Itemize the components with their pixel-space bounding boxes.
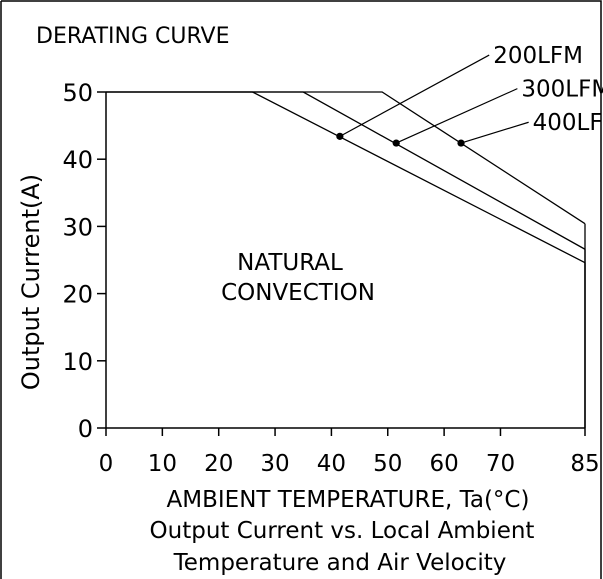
marker-200lfm	[336, 132, 344, 140]
y-tick-label: 10	[62, 348, 93, 376]
y-tick-label: 0	[78, 415, 93, 443]
x-tick-label: 30	[260, 451, 289, 477]
series-label-300lfm: 300LFM	[521, 77, 603, 103]
caption-line-1: Output Current vs. Local Ambient	[150, 518, 535, 544]
caption-line-2: Temperature and Air Velocity	[173, 550, 507, 576]
x-ticks: 0 10 20 30 40 50 60 70 85	[99, 428, 600, 477]
x-tick-label: 85	[570, 451, 599, 477]
region-label-natural: NATURAL	[237, 250, 343, 276]
y-axis-label: Output Current(A)	[17, 174, 45, 390]
chart-title: DERATING CURVE	[36, 24, 230, 49]
marker-400lfm	[457, 139, 465, 147]
leader-line-300lfm	[395, 88, 518, 144]
x-tick-label: 50	[373, 451, 402, 477]
leader-line-200lfm	[339, 54, 490, 137]
y-tick-label: 20	[62, 281, 93, 309]
y-ticks: 0 10 20 30 40 50	[62, 79, 106, 443]
x-tick-label: 70	[486, 451, 515, 477]
x-tick-label: 10	[148, 451, 177, 477]
series-label-400lfm: 400LFM	[533, 110, 603, 136]
leader-line-400lfm	[460, 121, 529, 144]
x-tick-label: 20	[204, 451, 233, 477]
y-tick-label: 30	[62, 213, 93, 241]
series-group: 200LFM 300LFM 400LFM	[106, 43, 603, 428]
series-line-400lfm	[106, 91, 586, 225]
series-label-200lfm: 200LFM	[493, 43, 583, 69]
x-tick-label: 60	[429, 451, 458, 477]
region-label-convection: CONVECTION	[221, 280, 375, 306]
marker-300lfm	[392, 139, 400, 147]
y-tick-label: 40	[62, 146, 93, 174]
x-axis-label: AMBIENT TEMPERATURE, Ta(°C)	[167, 487, 530, 513]
x-tick-label: 0	[99, 451, 114, 477]
y-tick-label: 50	[62, 79, 93, 107]
x-tick-label: 40	[317, 451, 346, 477]
